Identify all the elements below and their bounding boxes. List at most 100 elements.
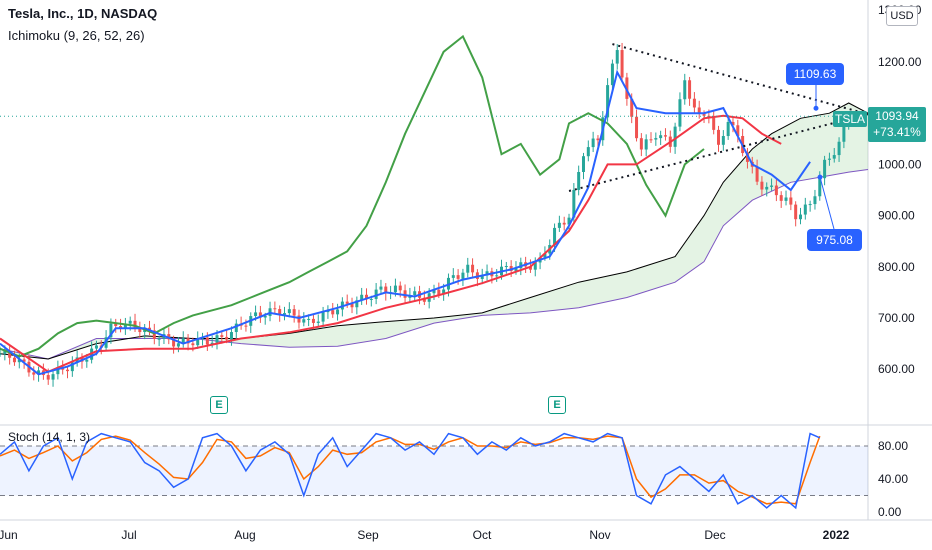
low-callout-connector (819, 177, 835, 230)
low-callout: 975.08 (807, 229, 862, 251)
last-price-value: 1093.94 (875, 109, 919, 123)
candle-body (384, 286, 388, 294)
candle-body (504, 266, 508, 268)
candle-body (205, 337, 209, 345)
candle-body (138, 327, 142, 333)
candle-body (22, 359, 26, 362)
candle-body (610, 63, 614, 86)
price-tick-label: 700.00 (878, 311, 915, 325)
candle-body (471, 264, 475, 273)
candle-body (254, 312, 258, 317)
candle-body (379, 286, 383, 290)
candle-body (760, 181, 764, 190)
candle-body (311, 318, 315, 323)
candle-body (842, 126, 846, 142)
candle-body (803, 204, 807, 215)
time-tick-label: Aug (234, 528, 255, 542)
ticker-label: TSLA (833, 111, 867, 127)
candle-body (466, 264, 470, 273)
time-tick-label: 2022 (823, 528, 850, 542)
candle-body (167, 334, 171, 340)
candle-body (176, 343, 180, 347)
candle-body (258, 312, 262, 318)
candle-body (451, 275, 455, 278)
candle-body (789, 197, 793, 205)
stoch-k-line (0, 432, 821, 510)
candle-body (244, 325, 248, 327)
trendline-upper (612, 43, 869, 116)
candle-body (721, 136, 725, 145)
stoch-legend: Stoch (14, 1, 3) (8, 430, 91, 444)
candle-body (191, 343, 195, 346)
candle-body (697, 107, 701, 114)
low-callout-dot (817, 174, 823, 180)
candle-body (364, 294, 368, 300)
candle-body (437, 289, 441, 295)
candle-body (393, 285, 397, 293)
time-tick-label: Oct (473, 528, 492, 542)
base-line (0, 114, 782, 373)
candle-body (307, 318, 311, 320)
price-tick-label: 800.00 (878, 260, 915, 274)
candle-body (220, 335, 224, 337)
candle-body (688, 80, 692, 99)
candle-body (172, 339, 176, 347)
last-price-change: +73.41% (873, 125, 921, 139)
candle-body (794, 204, 798, 220)
candle-body (8, 350, 12, 358)
candle-body (287, 309, 291, 314)
candle-body (181, 338, 185, 344)
candle-body (292, 309, 296, 316)
candle-body (225, 336, 229, 340)
candle-body (649, 139, 653, 141)
candle-body (635, 116, 639, 139)
price-tick-label: 1000.00 (878, 157, 922, 171)
candle-body (85, 359, 89, 362)
candle-body (456, 275, 460, 279)
candle-body (413, 291, 417, 296)
candle-body (827, 158, 831, 160)
candle-body (0, 353, 2, 355)
candle-body (461, 272, 465, 279)
time-tick-label: Jul (121, 528, 136, 542)
candle-body (94, 345, 98, 349)
time-tick-label: Dec (704, 528, 725, 542)
candle-body (297, 315, 301, 323)
earnings-icon[interactable]: E (210, 396, 228, 414)
candle-body (832, 155, 836, 159)
candle-body (770, 185, 774, 187)
candle-body (808, 204, 812, 206)
candle-body (798, 214, 802, 220)
candle-body (572, 189, 576, 218)
candle-body (615, 50, 619, 64)
candle-body (355, 300, 359, 308)
candle-body (683, 80, 687, 100)
leading-span-a (0, 102, 869, 360)
candle-body (123, 323, 127, 329)
price-tick-label: 1200.00 (878, 55, 922, 69)
candle-body (32, 372, 36, 375)
candle-body (784, 197, 788, 201)
price-tick-label: 900.00 (878, 209, 915, 223)
candle-body (66, 369, 70, 372)
candle-body (186, 338, 190, 344)
earnings-icon[interactable]: E (548, 396, 566, 414)
candle-body (596, 138, 600, 141)
currency-unit-button[interactable]: USD (886, 6, 918, 26)
candle-body (360, 294, 364, 301)
candle-body (403, 290, 407, 298)
candle-body (495, 275, 499, 277)
time-tick-label: Sep (357, 528, 379, 542)
candle-body (673, 126, 677, 147)
candle-body (818, 178, 822, 197)
candle-body (659, 135, 663, 139)
candle-body (630, 98, 634, 117)
candle-body (283, 313, 287, 315)
candle-body (234, 323, 238, 333)
candle-body (702, 113, 706, 116)
candle-body (567, 217, 571, 225)
candle-body (46, 375, 50, 380)
candle-body (717, 129, 721, 145)
candle-body (422, 297, 426, 302)
